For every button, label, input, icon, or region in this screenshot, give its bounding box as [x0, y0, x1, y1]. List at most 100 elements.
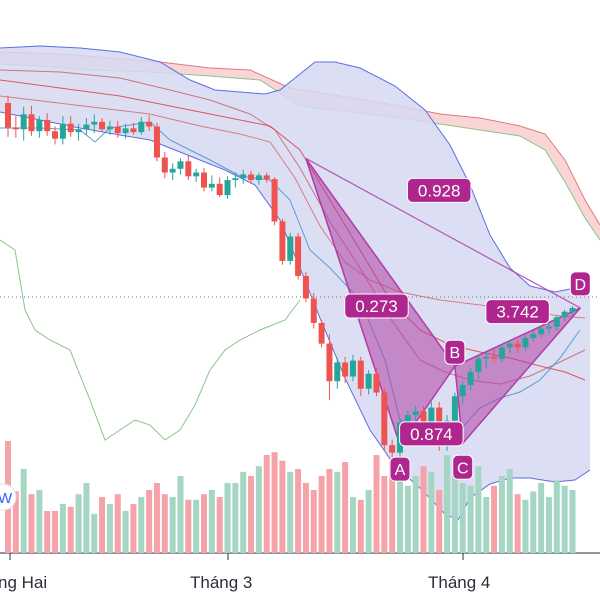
candle	[467, 368, 474, 391]
candle-body	[114, 126, 121, 134]
candle	[28, 105, 35, 136]
ratio-label-1-bg	[399, 421, 464, 447]
candle-body	[506, 343, 513, 348]
volume-bar	[83, 483, 90, 553]
candle-body	[216, 183, 223, 196]
volume-bar	[114, 494, 121, 553]
candle-body	[357, 360, 364, 389]
volume-bar	[216, 497, 223, 553]
candle-body	[365, 373, 372, 389]
candle-body	[318, 322, 325, 344]
candle	[310, 292, 317, 329]
candle-body	[130, 128, 137, 133]
volume-bar	[232, 483, 239, 553]
side-badge-bg[interactable]	[0, 483, 17, 511]
candle	[130, 122, 137, 135]
candle-body	[106, 126, 113, 130]
candle-body	[420, 411, 427, 425]
candle-body	[122, 128, 129, 134]
candle-body	[248, 174, 255, 181]
candle	[318, 320, 325, 348]
candle	[475, 354, 482, 380]
candle-body	[99, 121, 106, 130]
candle	[67, 116, 74, 137]
point-label-B-text: B	[450, 345, 461, 362]
volume-bar	[263, 455, 270, 553]
volume-bar	[185, 499, 192, 553]
ratio-label-0-text: 0.273	[355, 297, 398, 316]
candle-body	[373, 373, 380, 393]
volume-bar	[373, 455, 380, 553]
candle	[12, 116, 19, 138]
point-label-D-bg	[569, 271, 591, 297]
candle-body	[310, 298, 317, 323]
candle-body	[475, 358, 482, 372]
candle-body	[412, 411, 419, 416]
ratio-label-3: 0.928	[406, 177, 472, 203]
candle	[208, 175, 215, 192]
candle	[381, 388, 388, 451]
candle	[498, 344, 505, 363]
candle	[44, 113, 51, 136]
point-label-A-bg	[389, 456, 411, 482]
candle-body	[177, 161, 184, 169]
candle-body	[467, 371, 474, 385]
candle	[538, 325, 545, 338]
volume-bar	[381, 476, 388, 553]
candle-body	[342, 362, 349, 377]
candle	[342, 356, 349, 384]
candle	[271, 177, 278, 226]
oscillator-line	[0, 239, 301, 441]
candle-body	[561, 311, 568, 318]
candle-body	[91, 121, 98, 125]
candle	[75, 123, 82, 141]
candle-body	[514, 343, 521, 348]
candle-body	[279, 221, 286, 261]
volume-bar	[67, 506, 74, 553]
ratio-label-2: 3.742	[485, 299, 550, 325]
volume-bar	[177, 476, 184, 553]
candle	[389, 439, 396, 461]
volume-bar	[491, 485, 498, 553]
pattern-leg-CD	[462, 307, 581, 444]
candle-body	[169, 168, 176, 173]
ratio-label-2-bg	[485, 299, 550, 325]
volume-bar	[302, 483, 309, 553]
volume-bar	[169, 497, 176, 553]
point-label-B-bg	[444, 339, 466, 365]
volume-bar	[561, 485, 568, 553]
x-tick-label-2: Tháng 4	[428, 573, 490, 592]
volume-bar	[389, 462, 396, 553]
candle-body	[498, 347, 505, 359]
candle-body	[538, 328, 545, 335]
candle-body	[569, 307, 576, 312]
candle	[357, 356, 364, 397]
volume-bar	[99, 497, 106, 553]
ratio-label-3-text: 0.928	[418, 181, 461, 200]
volume-bar	[310, 490, 317, 553]
candle-body	[201, 172, 207, 188]
candle	[224, 176, 231, 199]
ratio-label-0-bg	[344, 293, 409, 319]
x-tick-label-1: Tháng 3	[190, 573, 252, 592]
volume-bar	[153, 483, 160, 553]
candle	[153, 122, 160, 162]
candle	[169, 163, 176, 181]
volume-bar	[420, 466, 427, 553]
candle	[545, 322, 552, 335]
candle-body	[83, 124, 90, 130]
candle	[522, 335, 529, 352]
volume-bar	[553, 480, 560, 553]
candle	[349, 354, 356, 382]
volume-bar	[483, 497, 490, 553]
volume-bar	[569, 490, 576, 553]
candle-body	[161, 157, 168, 173]
candle-body	[36, 119, 43, 132]
ratio-label-1: 0.874	[399, 421, 464, 447]
candle	[248, 170, 255, 184]
candle	[193, 168, 200, 182]
candle	[91, 114, 98, 134]
candle	[365, 369, 372, 395]
candle	[514, 339, 521, 354]
